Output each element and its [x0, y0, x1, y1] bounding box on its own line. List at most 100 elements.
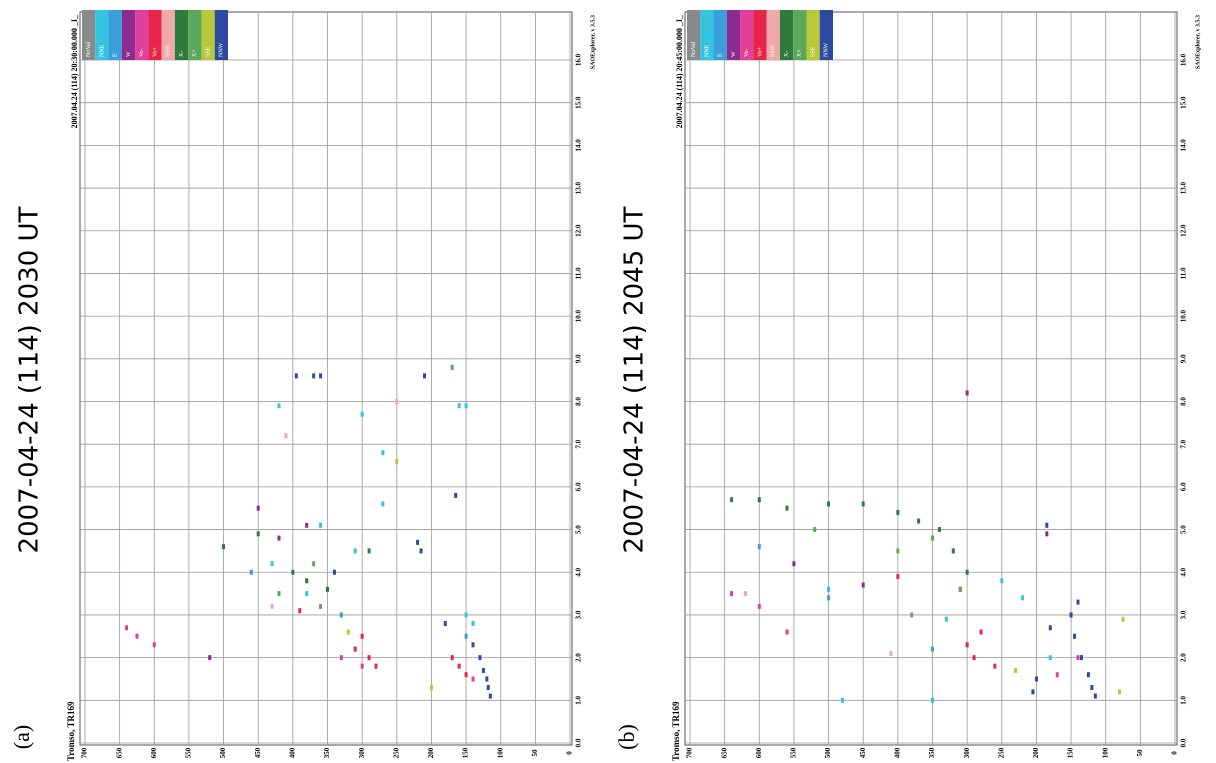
timestamp: 2007.04.24 (114) 20:30:00.000 _I_: [70, 14, 79, 128]
y-tick-label: 250: [392, 747, 400, 758]
echo-point: [827, 501, 831, 507]
legend-label: Vo-: [139, 48, 145, 57]
echo-point: [1021, 595, 1025, 601]
echo-point: [979, 629, 983, 635]
echo-point: [305, 522, 309, 528]
legend-label: NNE: [704, 44, 710, 57]
x-tick-label: 11.0: [1180, 267, 1188, 279]
echo-point: [464, 672, 468, 678]
echo-point: [931, 697, 934, 703]
echo-point: [478, 655, 482, 661]
legend-swatch: [214, 10, 229, 60]
echo-point: [896, 574, 900, 580]
legend-label: SSE: [810, 46, 816, 57]
legend-label: SSW: [166, 44, 172, 57]
echo-point: [481, 667, 485, 673]
y-tick-label: 450: [859, 747, 867, 758]
echo-point: [792, 561, 796, 567]
echo-point: [730, 591, 734, 597]
echo-point: [813, 527, 817, 533]
legend-label: NoVal: [86, 41, 92, 57]
echo-point: [381, 501, 385, 507]
echo-point: [944, 616, 948, 622]
echo-point: [861, 501, 865, 507]
y-tick-label: 550: [790, 747, 798, 758]
legend-swatch: [82, 10, 96, 60]
x-tick-label: 12.0: [575, 224, 583, 237]
echo-point: [125, 625, 129, 631]
echo-point: [256, 531, 260, 537]
echo-point: [937, 527, 941, 533]
echo-point: [1121, 616, 1125, 622]
software-label: SAOExplorer, v 3.5.3: [590, 15, 596, 69]
x-tick-label: 10.0: [575, 310, 583, 323]
plot-frame: [79, 11, 573, 746]
legend-swatch: [95, 10, 109, 60]
legend-label: NNW: [219, 42, 225, 57]
x-tick-label: 8.0: [575, 397, 583, 406]
echo-point: [360, 633, 364, 639]
legend-swatch: [726, 10, 741, 60]
echo-point: [730, 497, 734, 503]
echo-point: [485, 676, 489, 682]
echo-point: [757, 497, 761, 503]
echo-point: [1118, 689, 1122, 695]
echo-point: [1048, 655, 1052, 661]
legend-label: NoVal: [691, 41, 697, 57]
x-tick-label: 16.0: [1180, 53, 1188, 66]
echo-point: [464, 633, 468, 639]
echo-point: [305, 578, 309, 584]
chart-title: 2007-04-24 (114) 2045 UT: [620, 206, 650, 553]
x-tick-label: 15.0: [1180, 96, 1188, 109]
y-tick-label: 0: [1171, 751, 1179, 755]
echo-point: [951, 548, 955, 554]
y-tick-label: 600: [755, 747, 763, 758]
echo-point: [367, 548, 371, 554]
y-tick-label: 50: [531, 749, 539, 757]
echo-point: [1069, 612, 1073, 618]
echo-point: [757, 603, 761, 609]
echo-point: [423, 373, 426, 379]
software-label: SAOExplorer, v 3.5.3: [1195, 15, 1201, 69]
legend-label: Vo+: [152, 46, 158, 57]
echo-point: [757, 544, 761, 550]
x-tick-label: 7.0: [1180, 439, 1188, 448]
legend-label: X-: [784, 51, 790, 57]
echo-point: [889, 650, 893, 656]
echo-point: [931, 646, 934, 652]
echo-point: [471, 620, 475, 626]
legend-swatch: [135, 10, 149, 60]
y-tick-label: 550: [185, 747, 193, 758]
x-tick-label: 6.0: [575, 482, 583, 491]
echo-point: [294, 373, 298, 379]
echo-point: [486, 685, 490, 691]
legend-swatch: [161, 10, 175, 60]
x-tick-label: 4.0: [575, 567, 583, 576]
echo-point: [896, 548, 900, 554]
legend-label: X+: [192, 49, 198, 57]
y-tick-label: 150: [1067, 747, 1075, 758]
echo-point: [785, 629, 789, 635]
legend-label: Vo-: [744, 48, 750, 57]
echo-point: [332, 569, 336, 575]
echo-point: [1086, 672, 1090, 678]
echo-point: [464, 612, 468, 618]
legend-label: W: [126, 51, 132, 57]
legend-label: NNE: [99, 44, 105, 57]
plot-frame: [684, 11, 1178, 746]
legend-label: E: [113, 53, 119, 57]
y-tick-label: 600: [150, 747, 158, 758]
echo-point: [256, 505, 260, 511]
echo-point: [488, 693, 492, 699]
ionogram-panel: 0.0 1.0 2.0 3.0 4.0 5.0 6.0 7.0 8.0 9.0 10.0 11.0 12…: [9, 10, 596, 761]
echo-point: [1045, 531, 1049, 537]
echo-point: [464, 403, 468, 409]
echo-point: [827, 595, 831, 601]
x-tick-label: 0.0: [575, 738, 583, 747]
echo-point: [395, 458, 399, 464]
timestamp: 2007.04.24 (114) 20:45:00.000 _I_: [675, 14, 684, 128]
legend-label: X+: [797, 49, 803, 57]
echo-point: [443, 620, 447, 626]
x-tick-label: 5.0: [1180, 525, 1188, 534]
echo-point: [360, 663, 364, 669]
